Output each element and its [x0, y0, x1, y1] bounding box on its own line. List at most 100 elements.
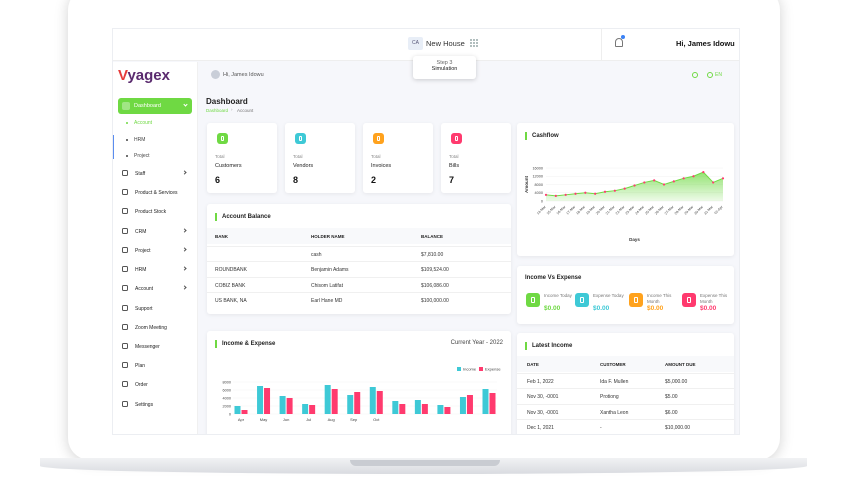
tooltip-label: Simulation — [431, 66, 458, 72]
row-divider — [207, 261, 511, 262]
breadcrumb-sep: › — [231, 107, 233, 112]
icon-glyph — [530, 296, 536, 304]
bar — [489, 393, 496, 414]
bar — [347, 395, 354, 414]
table-cell: Dec 1, 2021 — [527, 425, 554, 431]
workspace-badge[interactable]: CA — [408, 37, 423, 50]
x-tick-label: 22-Mar — [615, 204, 626, 215]
menu-item[interactable]: HRM — [135, 266, 147, 273]
menu-item[interactable]: Support — [135, 305, 153, 312]
header-user[interactable]: Hi, James Idowu — [223, 72, 264, 78]
bar — [369, 387, 376, 414]
x-tick-label: 21-Mar — [605, 204, 616, 215]
bar — [399, 404, 406, 414]
marker — [721, 177, 725, 180]
card: Income Vs Expense Income Today $0.00 Expens… — [517, 266, 734, 324]
x-tick-label: Oct — [373, 417, 380, 422]
chevron — [182, 266, 187, 271]
row-divider — [517, 388, 734, 389]
y-tick-label: 12000 — [532, 175, 543, 179]
menu-item[interactable]: Messenger — [135, 343, 160, 350]
table-cell: Benjamin Adams — [311, 267, 349, 273]
marker — [584, 191, 587, 194]
menu-item[interactable]: Order — [135, 381, 148, 388]
y-tick-label: 4000 — [535, 191, 543, 195]
menu-item[interactable]: Product Stock — [135, 208, 167, 215]
notification-bell[interactable] — [615, 35, 625, 47]
top-bar: CA New House Hi, James Idowu — [113, 29, 739, 61]
menu-item[interactable]: Staff — [135, 170, 146, 177]
table-cell: $100,000.00 — [421, 298, 449, 304]
submenu-item[interactable]: Project — [134, 153, 150, 159]
menu-item[interactable]: Plan — [135, 362, 146, 369]
menu-item[interactable]: CRM — [135, 228, 147, 235]
icon — [217, 133, 228, 144]
apps-dot — [473, 42, 475, 44]
apps-dot — [470, 42, 472, 44]
table-cell: Nov 30, -0001 — [527, 410, 559, 416]
chart-title: Cashflow — [525, 132, 559, 140]
language[interactable]: EN — [715, 72, 722, 78]
icon — [295, 133, 306, 144]
bar — [302, 404, 309, 414]
bar — [234, 406, 241, 414]
user-greeting[interactable]: Hi, James Idowu — [676, 39, 735, 48]
x-tick-label: 16-Mar — [556, 204, 567, 215]
screen: CA New House Hi, James Idowu Step 3 Simulati… — [112, 28, 740, 435]
x-tick-label: 31-Mar — [703, 204, 714, 215]
x-tick-label: 26-Mar — [654, 204, 665, 215]
menu-item[interactable]: Settings — [135, 401, 154, 408]
marker — [623, 187, 626, 190]
chart: 0 2000 4000 6000 8000 Income Expense Apr May Jun J… — [223, 367, 502, 423]
icon — [451, 133, 462, 144]
stat-caption: Total — [449, 154, 459, 159]
chart: 0 4000 8000 12000 16000 14-Mar 15-Mar 16-Mar 17-… — [524, 166, 725, 242]
breadcrumb[interactable]: Dashboard — [206, 108, 229, 113]
chevron — [182, 228, 187, 233]
chevron — [182, 170, 187, 175]
apps-icon[interactable] — [470, 39, 478, 47]
marker — [712, 181, 715, 184]
y-tick-label: 6000 — [223, 388, 231, 392]
summary-value: $0.00 — [647, 305, 664, 312]
workspace-name[interactable]: New House — [426, 39, 465, 48]
divider — [601, 29, 602, 61]
legend-swatch — [479, 367, 483, 371]
marker — [662, 183, 666, 186]
legend-swatch — [457, 367, 461, 371]
table-cell: Xantha Leon — [600, 410, 629, 416]
marker — [702, 171, 705, 174]
marker — [692, 175, 695, 178]
apps-dot — [476, 39, 478, 41]
card: Account Balance BANK HOLDER NAME BALANCE cas… — [207, 204, 511, 314]
submenu-dot — [126, 122, 128, 124]
y-tick-label: 8000 — [535, 183, 543, 187]
menu-item-active[interactable]: Dashboard — [118, 98, 192, 114]
refresh-icon[interactable] — [692, 72, 698, 78]
icon — [575, 293, 589, 307]
marker — [613, 189, 616, 192]
table-cell: $5.00 — [665, 394, 678, 400]
menu-icon — [122, 266, 128, 272]
menu-item[interactable]: Product & Services — [135, 189, 178, 196]
menu-icon — [122, 228, 128, 234]
menu-item[interactable]: Project — [135, 247, 151, 254]
submenu-item[interactable]: Account — [134, 120, 153, 126]
y-tick-label: 0 — [229, 412, 231, 416]
icon-glyph — [454, 136, 459, 141]
bar — [466, 395, 473, 414]
menu-item[interactable]: Account — [135, 285, 154, 292]
menu-icon — [122, 285, 128, 291]
stat-caption: Total — [371, 154, 381, 159]
bar — [241, 410, 248, 414]
table-cell: COBIZ BANK — [215, 283, 246, 289]
menu-item[interactable]: Zoom Meeting — [135, 324, 167, 331]
summary-value: $0.00 — [700, 305, 717, 312]
submenu-item[interactable]: HRM — [134, 137, 146, 143]
menu-icon — [122, 305, 128, 311]
bar — [482, 389, 489, 414]
row-divider — [517, 419, 734, 420]
icon — [629, 293, 643, 307]
marker — [633, 184, 636, 187]
bar — [264, 388, 271, 414]
